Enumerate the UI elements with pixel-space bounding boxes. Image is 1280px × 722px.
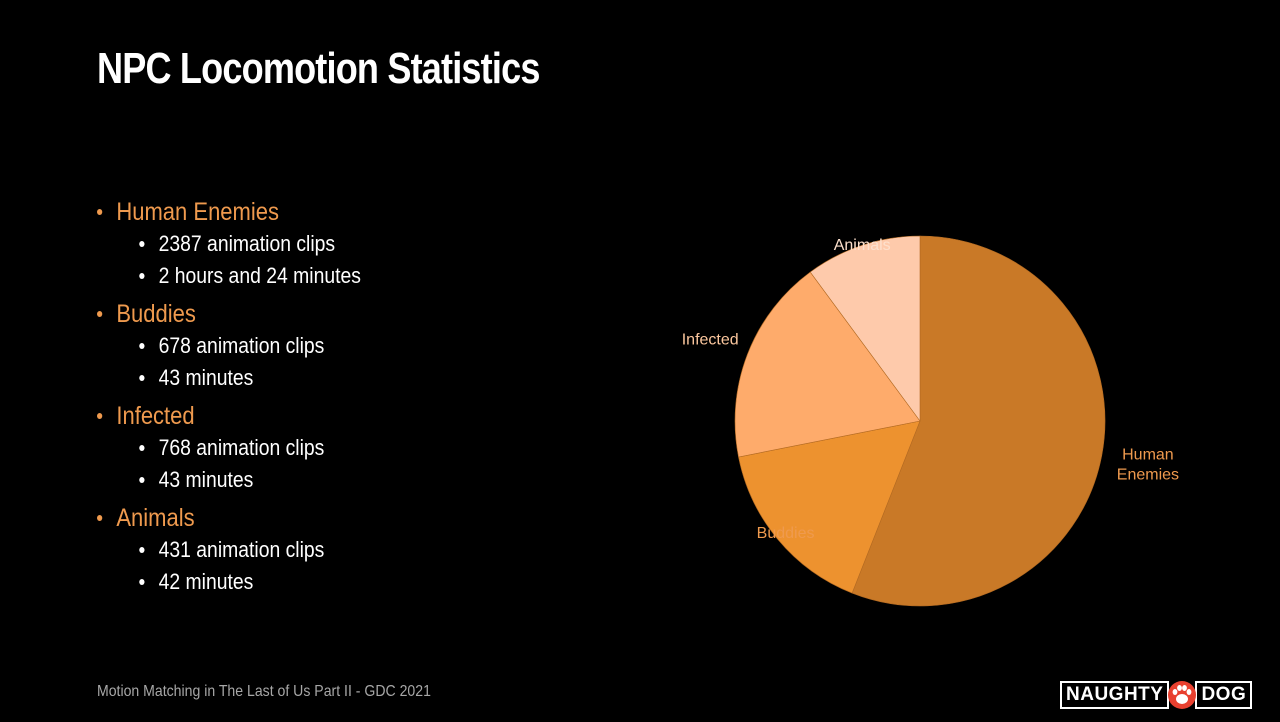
pie-label-animals: Animals — [834, 237, 891, 254]
bullet-group-animals: Animals 431 animation clips 42 minutes — [97, 502, 567, 598]
bullet-list: Human Enemies 2387 animation clips 2 hou… — [97, 196, 567, 604]
bullet-subitem-text: 43 minutes — [158, 365, 254, 390]
naughty-dog-logo: NAUGHTY DOG — [1060, 680, 1272, 710]
bullet-dot-icon — [139, 375, 145, 381]
pie-slice-animals — [809, 235, 921, 422]
bullet-subitem-text: 42 minutes — [158, 569, 254, 594]
bullet-heading-text: Animals — [116, 503, 195, 532]
bullet-dot-icon — [97, 311, 103, 317]
bullet-dot-icon — [139, 445, 145, 451]
logo-text-left: NAUGHTY — [1060, 681, 1170, 709]
bullet-subitem-text: 768 animation clips — [158, 435, 325, 460]
bullet-subitem-text: 431 animation clips — [158, 537, 325, 562]
bullet-subitem: 2 hours and 24 minutes — [97, 260, 511, 292]
pie-label-buddies: Buddies — [757, 525, 815, 542]
slide-title: NPC Locomotion Statistics — [97, 44, 540, 93]
pie-slice-human-enemies — [851, 235, 1106, 607]
bullet-dot-icon — [139, 273, 145, 279]
footer-text: Motion Matching in The Last of Us Part I… — [97, 683, 431, 700]
bullet-subitem: 678 animation clips — [97, 330, 511, 362]
bullet-subitem: 42 minutes — [97, 566, 511, 598]
bullet-subitem-text: 2387 animation clips — [158, 231, 336, 256]
bullet-heading-text: Human Enemies — [116, 197, 279, 226]
pie-label-human-enemies: Human Enemies — [1117, 446, 1179, 483]
bullet-subitem-text: 678 animation clips — [158, 333, 325, 358]
bullet-subitem: 2387 animation clips — [97, 228, 511, 260]
bullet-heading: Buddies — [97, 298, 511, 330]
bullet-subitem: 43 minutes — [97, 464, 511, 496]
bullet-group-human-enemies: Human Enemies 2387 animation clips 2 hou… — [97, 196, 567, 292]
bullet-heading-text: Infected — [116, 401, 195, 430]
bullet-subitem-text: 43 minutes — [158, 467, 254, 492]
bullet-heading: Human Enemies — [97, 196, 511, 228]
pie-label-infected: Infected — [682, 332, 739, 349]
bullet-heading: Infected — [97, 400, 511, 432]
bullet-dot-icon — [97, 209, 103, 215]
logo-text-right: DOG — [1195, 681, 1253, 709]
pie-slice-buddies — [738, 420, 921, 594]
bullet-subitem: 768 animation clips — [97, 432, 511, 464]
bullet-subitem-text: 2 hours and 24 minutes — [158, 263, 361, 288]
bullet-group-infected: Infected 768 animation clips 43 minutes — [97, 400, 567, 496]
bullet-dot-icon — [97, 413, 103, 419]
bullet-dot-icon — [97, 515, 103, 521]
bullet-heading: Animals — [97, 502, 511, 534]
bullet-subitem: 431 animation clips — [97, 534, 511, 566]
bullet-subitem: 43 minutes — [97, 362, 511, 394]
bullet-group-buddies: Buddies 678 animation clips 43 minutes — [97, 298, 567, 394]
bullet-dot-icon — [139, 343, 145, 349]
pie-slice-infected — [734, 271, 921, 458]
bullet-dot-icon — [139, 241, 145, 247]
bullet-heading-text: Buddies — [116, 299, 196, 328]
bullet-dot-icon — [139, 579, 145, 585]
bullet-dot-icon — [139, 477, 145, 483]
paw-icon — [1168, 681, 1197, 709]
bullet-dot-icon — [139, 547, 145, 553]
